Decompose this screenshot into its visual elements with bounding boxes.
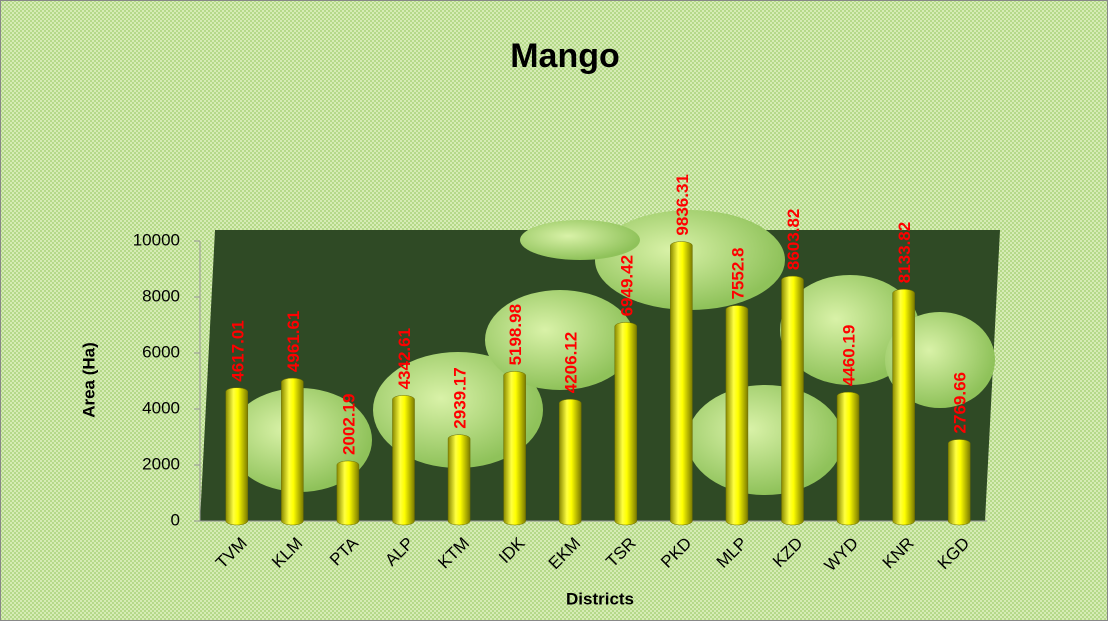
- chart: Mango Districts Area (Ha) 0 2000 4000 6000 8…: [0, 0, 1108, 621]
- y-tick-label: 10000: [133, 230, 180, 249]
- bar: [559, 399, 581, 525]
- bar: [504, 371, 526, 525]
- y-tick-label: 4000: [142, 398, 180, 417]
- value-label: 2939.17: [451, 367, 470, 428]
- bar: [393, 395, 415, 525]
- bar: [948, 439, 970, 525]
- value-label: 8133.82: [895, 222, 914, 283]
- value-label: 8603.82: [784, 209, 803, 270]
- value-label: 2002.19: [339, 393, 358, 454]
- value-label: 4460.19: [840, 325, 859, 386]
- bar: [615, 322, 637, 525]
- y-axis-title: Area (Ha): [79, 342, 98, 418]
- value-label: 7552.8: [728, 248, 747, 300]
- y-tick-label: 6000: [142, 342, 180, 361]
- chart-title: Mango: [510, 37, 620, 75]
- bar: [226, 388, 248, 525]
- y-tick-label: 0: [171, 510, 180, 529]
- value-label: 4961.61: [284, 311, 303, 372]
- y-tick-label: 2000: [142, 454, 180, 473]
- bar: [448, 435, 470, 525]
- value-label: 4617.01: [228, 320, 247, 381]
- value-label: 6949.42: [617, 255, 636, 316]
- bar: [670, 242, 692, 525]
- y-tick-label: 8000: [142, 286, 180, 305]
- bar: [726, 306, 748, 525]
- bar: [337, 461, 359, 525]
- plot-image: [200, 210, 1000, 521]
- x-axis-title: Districts: [566, 589, 634, 608]
- value-label: 4206.12: [562, 332, 581, 393]
- bar: [837, 392, 859, 525]
- bar: [893, 289, 915, 525]
- value-label: 4342.61: [395, 328, 414, 389]
- value-label: 9836.31: [673, 174, 692, 235]
- value-label: 5198.98: [506, 304, 525, 365]
- value-label: 2769.66: [951, 372, 970, 433]
- bar: [782, 276, 804, 525]
- bar: [281, 378, 303, 525]
